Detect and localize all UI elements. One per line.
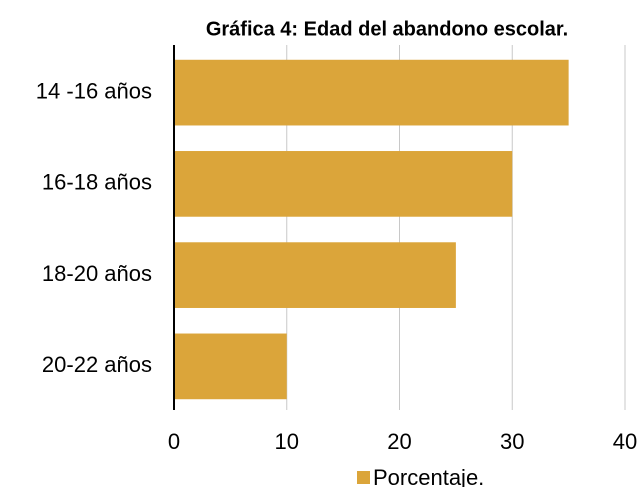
bar xyxy=(174,151,513,217)
x-tick-label: 10 xyxy=(275,429,299,454)
y-tick-label: 20-22 años xyxy=(42,352,152,377)
y-tick-label: 14 -16 años xyxy=(36,78,152,103)
y-tick-label: 16-18 años xyxy=(42,170,152,195)
bar xyxy=(174,59,569,126)
x-tick-label: 30 xyxy=(500,429,524,454)
x-tick-label: 0 xyxy=(168,429,180,454)
bar xyxy=(174,333,287,400)
y-tick-label: 18-20 años xyxy=(42,261,152,286)
legend-swatch xyxy=(357,471,370,484)
x-tick-label: 20 xyxy=(387,429,411,454)
bar xyxy=(174,242,456,308)
legend-label: Porcentaje. xyxy=(373,465,484,487)
chart-title: Gráfica 4: Edad del abandono escolar. xyxy=(206,18,568,40)
x-tick-label: 40 xyxy=(613,429,637,454)
